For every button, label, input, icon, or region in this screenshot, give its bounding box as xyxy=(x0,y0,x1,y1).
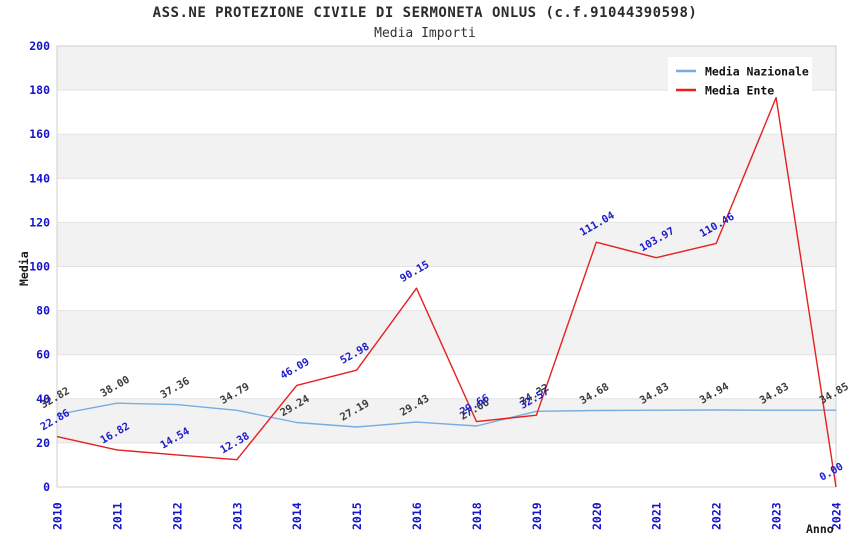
x-tick-label: 2024 xyxy=(830,502,844,530)
x-tick-label: 2020 xyxy=(590,502,604,530)
legend-item: Media Ente xyxy=(676,84,774,98)
y-axis-ticks: 0 20 40 60 80 100 120 140 160 180 200 xyxy=(29,39,50,494)
x-tick-label: 2019 xyxy=(530,502,544,530)
y-tick-label: 100 xyxy=(29,260,50,274)
x-tick-label: 2014 xyxy=(290,502,304,530)
plot-bands xyxy=(57,46,836,443)
data-label: 0.00 xyxy=(818,461,846,484)
plot-band xyxy=(57,222,836,267)
y-tick-label: 20 xyxy=(36,436,50,450)
y-tick-label: 120 xyxy=(29,215,50,229)
y-tick-label: 60 xyxy=(36,348,50,362)
x-tick-label: 2023 xyxy=(770,502,784,530)
x-tick-label: 2022 xyxy=(710,502,724,530)
data-label: 37.36 xyxy=(158,375,191,401)
x-tick-label: 2012 xyxy=(170,502,184,530)
plot-band xyxy=(57,310,836,355)
x-tick-label: 2021 xyxy=(650,502,664,530)
chart-title: ASS.NE PROTEZIONE CIVILE DI SERMONETA ON… xyxy=(152,5,698,21)
legend-label: Media Nazionale xyxy=(705,65,809,79)
legend: Media Nazionale Media Ente xyxy=(668,57,812,98)
line-media-nazionale xyxy=(56,402,836,428)
y-tick-label: 160 xyxy=(29,127,50,141)
plot-band xyxy=(57,134,836,179)
x-axis-ticks: 2010 2011 2012 2013 2014 2015 2016 2018 2019 2020… xyxy=(51,502,844,530)
x-tick-label: 2015 xyxy=(350,502,364,530)
legend-label: Media Ente xyxy=(705,84,774,98)
data-label: 46.09 xyxy=(278,356,311,382)
legend-item: Media Nazionale xyxy=(676,65,809,79)
x-tick-label: 2013 xyxy=(230,502,244,530)
y-tick-label: 180 xyxy=(29,83,50,97)
y-tick-label: 40 xyxy=(36,392,50,406)
gridlines xyxy=(57,45,836,444)
data-label: 38.00 xyxy=(98,374,131,400)
y-tick-label: 80 xyxy=(36,304,50,318)
y-tick-label: 0 xyxy=(43,480,50,494)
x-axis-title: Anno xyxy=(806,522,834,536)
y-tick-label: 140 xyxy=(29,171,50,185)
x-tick-label: 2016 xyxy=(410,502,424,530)
chart-subtitle: Media Importi xyxy=(374,26,476,41)
y-axis-title: Media xyxy=(17,251,31,286)
x-tick-label: 2010 xyxy=(51,502,65,530)
x-tick-label: 2018 xyxy=(470,502,484,530)
plot-border xyxy=(56,45,837,488)
line-media-ente xyxy=(56,96,837,488)
x-tick-label: 2011 xyxy=(110,502,124,530)
y-tick-label: 200 xyxy=(29,39,50,53)
